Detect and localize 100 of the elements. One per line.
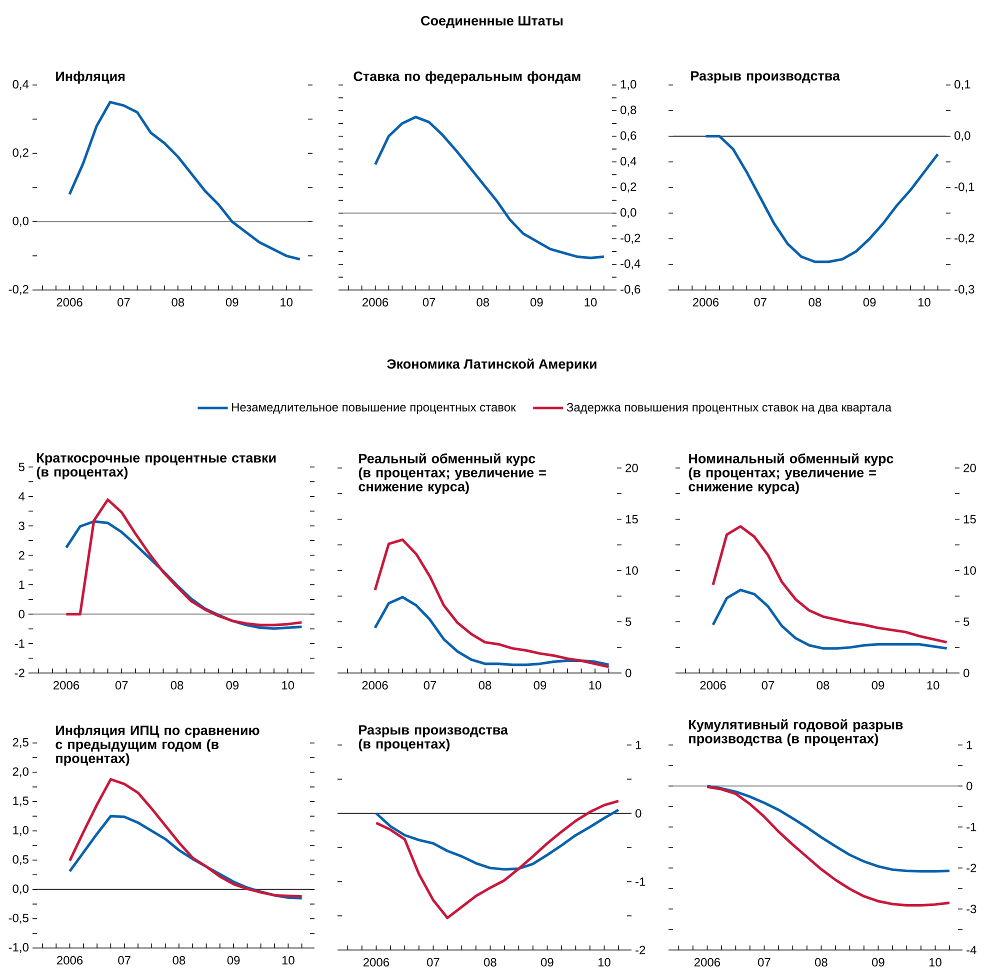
line-series: [374, 596, 610, 666]
y-tick-label: 0,4: [12, 80, 29, 90]
x-tick-label: 08: [170, 681, 184, 690]
x-tick-label: 2006: [700, 681, 726, 690]
chart-title: Краткосрочные процентные ставки (в процентах): [36, 453, 276, 480]
x-tick-label: 2006: [53, 681, 80, 690]
x-tick-label: 08: [808, 298, 822, 307]
y-tick-label: -2: [966, 864, 976, 872]
y-tick-label: 5: [18, 462, 24, 472]
y-tick-label: 2,0: [12, 767, 29, 778]
y-tick-label: -0,3: [954, 285, 974, 296]
y-tick-label: 0,0: [12, 884, 29, 894]
x-tick-label: 10: [598, 958, 610, 967]
chart-title: Разрыв производства (в процентах): [358, 725, 508, 752]
x-tick-label: 10: [584, 298, 597, 307]
line-series: [64, 498, 303, 626]
y-tick-label: 0,1: [954, 80, 970, 90]
chart-title: Разрыв производства: [691, 71, 840, 84]
x-tick-label: 08: [815, 958, 828, 967]
x-tick-label: 2006: [56, 298, 82, 307]
line-series: [706, 786, 951, 907]
x-tick-label: 2006: [362, 298, 388, 307]
chart-title: Кумулятивный годовой разрыв производства (в процентах): [689, 719, 903, 746]
y-tick-label: 0: [964, 668, 970, 678]
x-tick-label: 07: [422, 298, 436, 307]
y-tick-label: -1: [14, 640, 24, 648]
y-tick-label: 3: [18, 522, 24, 530]
x-tick-label: 08: [172, 298, 184, 307]
chart-title: Реальный обменный курс (в процентах; увеличение = снижение курса): [358, 453, 546, 494]
legend-label: Незамедлительное повышение процентных ставок: [232, 403, 516, 414]
x-tick-label: 09: [227, 956, 240, 965]
y-tick-label: 1: [636, 740, 642, 750]
y-tick-label: -0,4: [620, 259, 640, 270]
line-series: [706, 784, 951, 873]
x-tick-label: 07: [762, 681, 774, 690]
x-tick-label: 07: [118, 298, 130, 307]
chart-title: Инфляция: [56, 71, 125, 84]
x-tick-label: 07: [758, 958, 770, 967]
y-tick-label: -2: [636, 946, 646, 954]
x-tick-label: 2006: [362, 681, 388, 690]
y-tick-label: -0,6: [620, 285, 640, 296]
y-tick-label: 1,5: [13, 796, 28, 807]
y-tick-label: 20: [964, 464, 976, 472]
x-tick-label: 09: [872, 681, 884, 690]
y-tick-label: 2: [18, 551, 24, 560]
x-tick-label: 2006: [57, 956, 83, 965]
x-tick-label: 09: [541, 958, 554, 967]
y-tick-label: 15: [626, 515, 638, 524]
x-tick-label: 10: [282, 956, 294, 965]
y-tick-label: 0,2: [12, 148, 28, 158]
x-tick-label: 10: [927, 681, 940, 690]
y-tick-label: 0: [626, 668, 632, 678]
y-tick-label: 2,5: [12, 738, 28, 748]
x-tick-label: 2006: [694, 958, 720, 967]
y-tick-label: 1,0: [13, 826, 29, 836]
x-tick-label: 08: [478, 681, 492, 690]
y-tick-label: 10: [626, 566, 638, 575]
y-tick-label: 4: [18, 492, 25, 501]
x-tick-label: 08: [484, 958, 496, 967]
y-tick-label: -1: [966, 822, 976, 832]
x-tick-label: 10: [282, 681, 294, 690]
line-series: [704, 135, 940, 264]
y-tick-label: -0,5: [8, 914, 28, 924]
x-tick-label: 09: [530, 298, 543, 307]
x-tick-label: 10: [589, 681, 602, 690]
line-series: [374, 808, 620, 871]
y-tick-label: 1: [19, 580, 24, 589]
chart-title: Номинальный обменный курс (в процентах; увеличение = снижение курса): [688, 453, 894, 494]
x-tick-label: 07: [427, 958, 440, 967]
y-tick-label: 15: [964, 515, 976, 524]
y-tick-label: -0,2: [8, 285, 28, 296]
y-tick-label: 0,4: [620, 156, 636, 167]
x-tick-label: 09: [872, 958, 884, 967]
y-tick-label: 0: [18, 610, 25, 618]
y-tick-label: 0,0: [12, 216, 29, 227]
x-tick-label: 10: [918, 298, 930, 307]
x-tick-label: 07: [115, 681, 128, 690]
y-tick-label: -0,1: [954, 182, 974, 193]
x-tick-label: 10: [280, 298, 293, 307]
y-tick-label: 0,8: [620, 106, 636, 116]
y-tick-label: 0,0: [954, 131, 970, 142]
y-tick-label: -2: [14, 668, 24, 678]
y-tick-label: -1: [636, 878, 646, 886]
y-tick-label: 20: [626, 464, 638, 472]
y-tick-label: 0: [636, 809, 642, 818]
y-tick-label: 0,6: [620, 131, 636, 142]
chart-title: Инфляция ИПЦ по сравнению с предыдущим годом (в процентах): [56, 725, 260, 766]
y-tick-label: 0,5: [12, 855, 28, 866]
x-tick-label: 07: [118, 956, 130, 965]
x-tick-label: 08: [172, 956, 186, 965]
y-tick-label: 5: [626, 618, 632, 626]
y-tick-label: 0: [966, 782, 972, 790]
y-tick-label: 10: [964, 566, 976, 575]
y-tick-label: -3: [966, 904, 976, 914]
y-tick-label: 5: [964, 618, 970, 626]
y-tick-label: -0,2: [620, 234, 640, 244]
x-tick-label: 09: [534, 681, 546, 690]
y-tick-label: -4: [966, 946, 976, 954]
chart-title: Ставка по федеральным фондам: [354, 71, 580, 84]
x-tick-label: 2006: [363, 958, 390, 967]
